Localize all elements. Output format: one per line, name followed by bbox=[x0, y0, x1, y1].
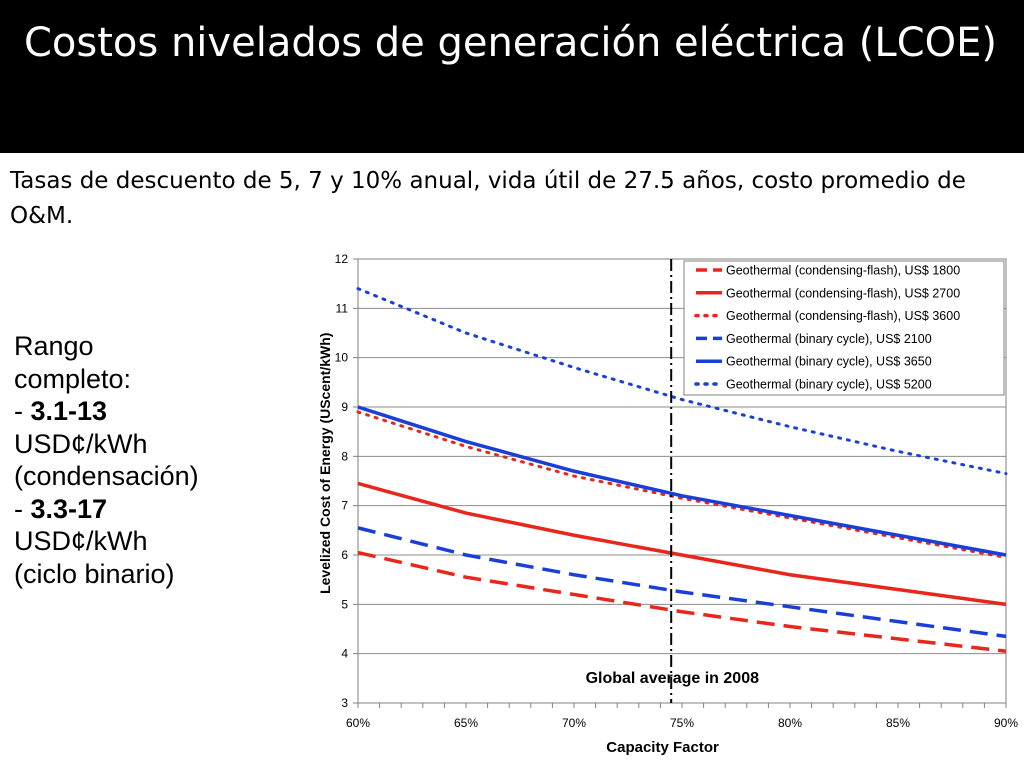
legend-box bbox=[683, 260, 1005, 396]
annotation: Global average in 2008 bbox=[586, 259, 760, 703]
series-line bbox=[357, 526, 1007, 639]
y-tick-label: 3 bbox=[341, 696, 348, 710]
range-item-unit: USD¢/kWh bbox=[14, 526, 148, 556]
x-tick-label: 60% bbox=[346, 716, 370, 730]
slide-subtitle: Tasas de descuento de 5, 7 y 10% anual, … bbox=[10, 168, 966, 229]
legend-entry: Geothermal (binary cycle), US$ 3650 bbox=[726, 355, 932, 369]
x-tick-label: 75% bbox=[670, 716, 694, 730]
x-tick-label: 65% bbox=[454, 716, 478, 730]
legend: Geothermal (condensing-flash), US$ 1800 G… bbox=[683, 260, 1005, 396]
range-item-label: (condensación) bbox=[14, 461, 199, 491]
y-tick-label: 6 bbox=[341, 548, 348, 562]
legend-entry: Geothermal (condensing-flash), US$ 2700 bbox=[726, 286, 960, 300]
series-line bbox=[357, 405, 1007, 557]
range-item-prefix: - bbox=[14, 396, 31, 426]
x-tick-label: 90% bbox=[994, 716, 1018, 730]
x-tick-label: 70% bbox=[562, 716, 586, 730]
range-item-value: 3.3-17 bbox=[30, 493, 108, 524]
series-lines bbox=[356, 287, 1008, 653]
y-tick-label: 10 bbox=[335, 351, 349, 365]
y-axis-title: Levelized Cost of Energy (UScent/kWh) bbox=[317, 333, 333, 594]
x-tick-label: 80% bbox=[778, 716, 802, 730]
range-heading-line2: completo: bbox=[14, 363, 132, 394]
legend-entry: Geothermal (binary cycle), US$ 5200 bbox=[726, 378, 932, 392]
series-line bbox=[356, 287, 1008, 476]
axis-ticks bbox=[353, 258, 1007, 708]
series-line bbox=[357, 550, 1007, 653]
x-tick-label: 85% bbox=[886, 716, 910, 730]
y-tick-label: 7 bbox=[341, 499, 348, 513]
range-item-label: (ciclo binario) bbox=[14, 558, 175, 589]
legend-entry: Geothermal (condensing-flash), US$ 1800 bbox=[726, 264, 960, 278]
series-line bbox=[356, 410, 1008, 559]
legend-entry: Geothermal (binary cycle), US$ 2100 bbox=[726, 332, 932, 346]
title-bar: Costos nivelados de generación eléctrica… bbox=[0, 0, 1024, 153]
y-tick-label: 5 bbox=[341, 597, 348, 611]
range-item-prefix: - bbox=[14, 493, 31, 524]
range-item-unit: USD¢/kWh bbox=[14, 428, 148, 459]
range-heading-line1: Rango bbox=[14, 331, 94, 361]
y-tick-label: 4 bbox=[341, 647, 348, 661]
global-average-label: Global average in 2008 bbox=[586, 670, 760, 687]
range-item-binary: - 3.3-17 bbox=[14, 493, 274, 526]
legend-entry: Geothermal (condensing-flash), US$ 3600 bbox=[726, 309, 960, 323]
range-item-condensing: - 3.1-13 bbox=[14, 395, 274, 428]
y-tick-labels: 3 4 5 6 7 8 9 10 11 12 bbox=[335, 252, 349, 710]
range-note: Rango completo: - 3.1-13 USD¢/kWh (conde… bbox=[14, 330, 274, 590]
y-tick-label: 12 bbox=[335, 252, 349, 266]
y-tick-label: 9 bbox=[341, 400, 348, 414]
x-tick-labels: 60% 65% 70% 75% 80% 85% 90% bbox=[346, 716, 1018, 730]
x-axis-title: Capacity Factor bbox=[606, 739, 719, 756]
series-line bbox=[357, 481, 1007, 607]
slide-title: Costos nivelados de generación eléctrica… bbox=[24, 20, 997, 66]
y-tick-label: 11 bbox=[336, 301, 349, 315]
range-item-value: 3.1-13 bbox=[30, 396, 108, 426]
y-tick-label: 8 bbox=[341, 449, 348, 463]
